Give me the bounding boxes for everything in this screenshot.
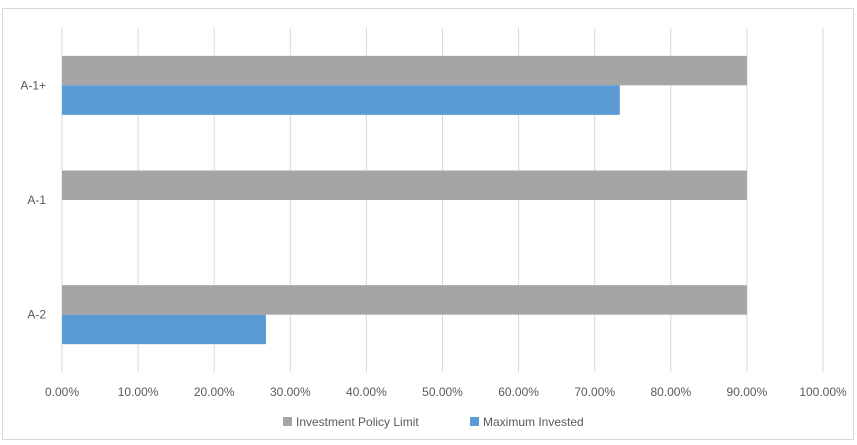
y-tick-label-0: A-1+ [20, 78, 46, 92]
x-tick-label-7: 70.00% [574, 385, 615, 399]
legend: Investment Policy Limit Maximum Invested [283, 415, 584, 429]
bar-A-1-series-0 [62, 170, 747, 200]
x-tick-label-1: 10.00% [118, 385, 159, 399]
legend-swatch-0 [283, 417, 292, 426]
bars [62, 55, 747, 345]
bar-A-2-series-1 [62, 314, 266, 345]
legend-label-1: Maximum Invested [483, 415, 584, 429]
x-tick-label-5: 50.00% [422, 385, 463, 399]
y-tick-label-1: A-1 [27, 193, 46, 207]
x-tick-label-2: 20.00% [194, 385, 235, 399]
x-tick-label-9: 90.00% [727, 385, 768, 399]
y-tick-label-2: A-2 [27, 308, 46, 322]
x-tick-label-10: 100.00% [799, 385, 847, 399]
legend-swatch-1 [470, 417, 479, 426]
x-tick-labels: 0.00% 10.00% 20.00% 30.00% 40.00% 50.00% 60.00… [45, 385, 847, 399]
bar-A-1+-series-0 [62, 55, 747, 86]
bar-A-2-series-0 [62, 285, 747, 315]
legend-label-0: Investment Policy Limit [296, 415, 419, 429]
y-tick-labels: A-1+ A-1 A-2 [20, 78, 46, 321]
x-tick-label-0: 0.00% [45, 385, 79, 399]
x-tick-label-4: 40.00% [346, 385, 387, 399]
x-tick-label-8: 80.00% [650, 385, 691, 399]
bar-A-1+-series-1 [62, 85, 620, 115]
x-tick-label-6: 60.00% [498, 385, 539, 399]
x-tick-label-3: 30.00% [270, 385, 311, 399]
